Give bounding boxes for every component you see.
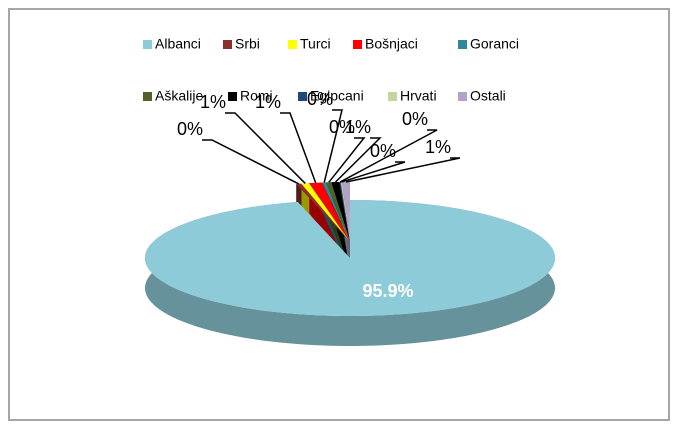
legend-swatch <box>353 40 362 49</box>
value-label: 1% <box>255 92 281 112</box>
value-label: 1% <box>200 92 226 112</box>
legend-label: Albanci <box>155 36 201 52</box>
slice <box>301 183 349 241</box>
slice <box>340 182 350 241</box>
legend-label: Ostali <box>470 88 506 104</box>
legend-label: Hrvati <box>400 88 437 104</box>
legend-label: Goranci <box>470 36 519 52</box>
legend-label: Bošnjaci <box>365 36 418 52</box>
legend-label: Turci <box>300 36 331 52</box>
slice <box>339 182 350 241</box>
legend-label: Srbi <box>235 36 260 52</box>
value-label: 0% <box>402 109 428 129</box>
value-label: 0% <box>370 141 396 161</box>
legend-swatch <box>288 40 297 49</box>
slice <box>322 182 350 241</box>
leader-line <box>280 112 317 184</box>
slice <box>331 182 350 241</box>
slice <box>309 182 350 241</box>
value-label: 1% <box>425 137 451 157</box>
leader-line <box>341 161 406 183</box>
slice <box>326 182 350 241</box>
legend-swatch <box>388 92 397 101</box>
leader-line <box>345 157 461 183</box>
slice <box>296 183 349 241</box>
value-label: 0% <box>177 119 203 139</box>
legend-label: Romi <box>240 88 273 104</box>
legend-swatch <box>458 92 467 101</box>
legend-swatch <box>298 92 307 101</box>
value-label: 1% <box>345 117 371 137</box>
legend-label: Aškalije <box>155 88 203 104</box>
slice <box>145 200 555 316</box>
legend-swatch <box>458 40 467 49</box>
legend-swatch <box>143 92 152 101</box>
value-label: 95.9% <box>362 281 413 301</box>
leader-line <box>328 137 366 183</box>
leader-line <box>339 129 438 183</box>
slice <box>342 182 350 241</box>
leader-line <box>225 112 306 184</box>
value-label: 0% <box>307 89 333 109</box>
legend-swatch <box>223 40 232 49</box>
leader-line <box>202 139 300 185</box>
legend-label: Egipcani <box>310 88 364 104</box>
legend-swatch <box>143 40 152 49</box>
leader-line <box>323 109 343 183</box>
value-label: 0% <box>329 117 355 137</box>
leader-line <box>334 137 382 183</box>
legend-swatch <box>228 92 237 101</box>
